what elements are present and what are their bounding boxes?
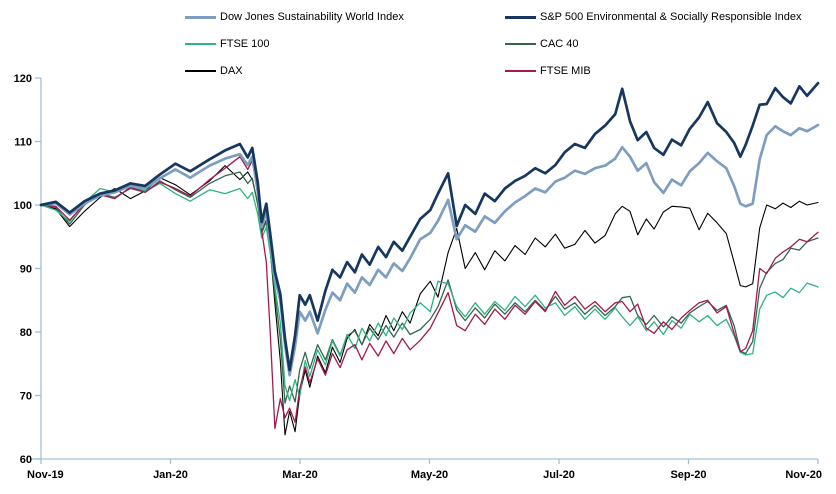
ftse-mib-line-swatch — [505, 70, 536, 72]
legend-item-ftse-100: FTSE 100 — [185, 37, 270, 51]
legend-item-ftse-mib: FTSE MIB — [505, 64, 591, 78]
ftse-100-line-swatch — [185, 43, 216, 45]
x-tick-label: Nov-20 — [785, 469, 822, 481]
legend: Dow Jones Sustainability World Index S&P… — [0, 0, 836, 90]
y-tick-label: 120 — [14, 73, 32, 85]
series-line-dow-jones-sustainability-world-index — [39, 123, 820, 377]
series-line-cac-40 — [40, 171, 819, 404]
y-tick-label: 110 — [14, 137, 32, 149]
x-tick-label: Nov-19 — [27, 469, 64, 481]
x-tick-label: Jan-20 — [153, 469, 188, 481]
legend-item-cac-40: CAC 40 — [505, 37, 579, 51]
dow-jones-sustainability-line-swatch — [185, 15, 216, 19]
legend-label: DAX — [220, 65, 243, 77]
sp500-esg-line-swatch — [505, 15, 536, 19]
series-line-dax — [40, 165, 819, 436]
legend-item-dax: DAX — [185, 64, 243, 78]
legend-label: Dow Jones Sustainability World Index — [220, 11, 404, 23]
x-tick-label: Mar-20 — [282, 469, 317, 481]
y-tick-label: 100 — [14, 200, 32, 212]
legend-item-sp500-esg: S&P 500 Environmental & Socially Respons… — [505, 10, 802, 24]
legend-label: CAC 40 — [540, 38, 579, 50]
series-line-ftse-100 — [40, 182, 819, 402]
dax-line-swatch — [185, 70, 216, 72]
legend-label: FTSE MIB — [540, 65, 591, 77]
cac-40-line-swatch — [505, 43, 536, 45]
legend-item-dow-jones-sustainability: Dow Jones Sustainability World Index — [185, 10, 404, 24]
series-line-s-p-500-environmental-socially-responsible-index — [39, 81, 820, 372]
series-line-ftse-mib — [40, 156, 819, 430]
y-tick-label: 90 — [20, 264, 32, 276]
legend-label: S&P 500 Environmental & Socially Respons… — [540, 11, 802, 23]
x-tick-label: Jul-20 — [543, 469, 575, 481]
legend-label: FTSE 100 — [220, 38, 270, 50]
y-tick-label: 70 — [20, 391, 32, 403]
y-tick-label: 60 — [20, 454, 32, 466]
x-tick-label: May-20 — [411, 469, 448, 481]
x-tick-label: Sep-20 — [670, 469, 706, 481]
y-tick-label: 80 — [20, 327, 32, 339]
